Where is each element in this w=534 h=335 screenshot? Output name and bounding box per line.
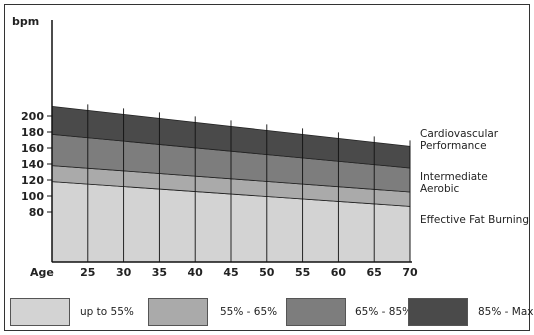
x-axis-label: Age (30, 266, 54, 279)
y-tick-label-180: 180 (21, 126, 44, 139)
legend-swatch-3 (286, 298, 346, 326)
zone-annotation-1-line-1: Cardiovascular (420, 128, 499, 140)
x-tick-label-60: 60 (331, 266, 347, 279)
zone-annotation-1-line-2: Performance (420, 140, 487, 152)
y-tick-label-200: 200 (21, 110, 44, 123)
vertical-gridlines (87, 104, 411, 262)
legend-swatch-2 (148, 298, 208, 326)
x-tick-label-40: 40 (188, 266, 204, 279)
x-tick-label-70: 70 (402, 266, 418, 279)
y-axis-unit: bpm (12, 15, 39, 28)
x-tick-label-50: 50 (259, 266, 275, 279)
x-tick-label-55: 55 (295, 266, 310, 279)
x-tick-label-30: 30 (116, 266, 132, 279)
y-tick-label-100: 100 (21, 190, 44, 203)
x-tick-label-35: 35 (152, 266, 167, 279)
chart-frame (4, 4, 530, 331)
y-tick-label-120: 120 (21, 174, 44, 187)
zone-annotation-3-line-1: Effective Fat Burning (420, 214, 529, 226)
legend-swatch-4 (408, 298, 468, 326)
legend-label-4: 85% - Max (478, 306, 534, 318)
x-tick-labels: 25 30 35 40 45 50 55 60 65 70 (80, 266, 418, 279)
y-tick-label-80: 80 (29, 206, 45, 219)
legend-label-2: 55% - 65% (220, 306, 278, 318)
x-tick-label-25: 25 (80, 266, 95, 279)
legend-label-1: up to 55% (80, 306, 134, 318)
y-tick-label-140: 140 (21, 158, 44, 171)
legend-label-3: 65% - 85% (355, 306, 413, 318)
y-tick-labels: 80 100 120 140 160 180 200 (21, 110, 52, 219)
x-tick-label-45: 45 (223, 266, 238, 279)
axes (51, 20, 412, 263)
zone-annotation-2-line-2: Aerobic (420, 183, 460, 195)
legend-swatch-1 (10, 298, 70, 326)
y-tick-label-160: 160 (21, 142, 44, 155)
zone-annotation-2-line-1: Intermediate (420, 171, 488, 183)
x-tick-label-65: 65 (367, 266, 382, 279)
